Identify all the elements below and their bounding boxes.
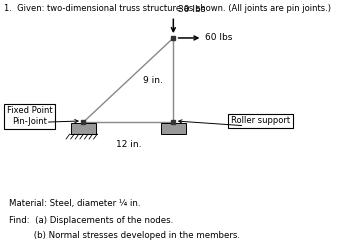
Text: Material: Steel, diameter ¼ in.: Material: Steel, diameter ¼ in. [9, 199, 141, 208]
Text: 9 in.: 9 in. [143, 76, 163, 85]
Text: Find:  (a) Displacements of the nodes.: Find: (a) Displacements of the nodes. [9, 216, 174, 225]
Text: Roller support: Roller support [231, 116, 290, 125]
Text: 60 lbs: 60 lbs [205, 34, 232, 43]
Text: Fixed Point
Pin-Joint: Fixed Point Pin-Joint [7, 106, 52, 126]
Text: 1.  Given: two-dimensional truss structure as shown. (All joints are pin joints.: 1. Given: two-dimensional truss structur… [4, 4, 331, 13]
Bar [81, 121, 85, 124]
Bar [71, 123, 96, 134]
Text: 30 lbs: 30 lbs [178, 5, 205, 14]
Text: (b) Normal stresses developed in the members.: (b) Normal stresses developed in the mem… [9, 231, 240, 240]
Bar [161, 123, 186, 134]
Bar [171, 36, 175, 40]
Text: 12 in.: 12 in. [116, 140, 141, 149]
Bar [171, 121, 175, 124]
